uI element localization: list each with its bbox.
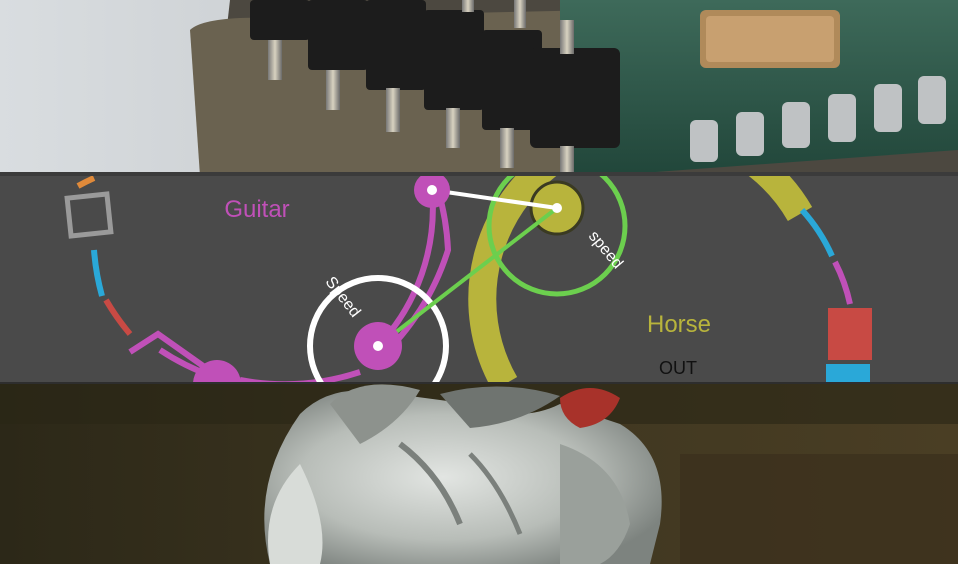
modular-synth-panel: Guitar Horse OUT Speed speed — [0, 176, 958, 384]
circuit-board-illustration — [0, 0, 958, 176]
green-patch-cable — [376, 206, 559, 348]
horse-out-port-label: OUT — [659, 358, 697, 378]
circuit-board-photo — [0, 0, 958, 176]
horse-module-ring — [468, 176, 813, 384]
horse-module-label: Horse — [647, 311, 711, 338]
guitar-module-label: Guitar — [224, 196, 289, 223]
toy-horse-illustration — [0, 384, 958, 564]
white-patch-cable — [431, 188, 558, 210]
bracket-handle-icon — [128, 330, 208, 371]
guitar-speed-node-center — [373, 341, 383, 351]
square-handle-icon[interactable] — [64, 191, 114, 239]
white-knob-ring[interactable] — [307, 275, 449, 384]
horse-knob-center — [552, 203, 562, 213]
horse-outer-ring — [799, 207, 853, 305]
horse-cyan-segment — [826, 364, 870, 384]
guitar-port-node[interactable] — [193, 360, 241, 384]
patch-canvas: Guitar Horse OUT Speed speed — [0, 176, 958, 384]
toy-horse-photo — [0, 384, 958, 564]
guitar-upper-node-center — [427, 185, 437, 195]
green-knob-ring[interactable] — [486, 176, 628, 297]
horse-red-segment — [828, 308, 872, 360]
